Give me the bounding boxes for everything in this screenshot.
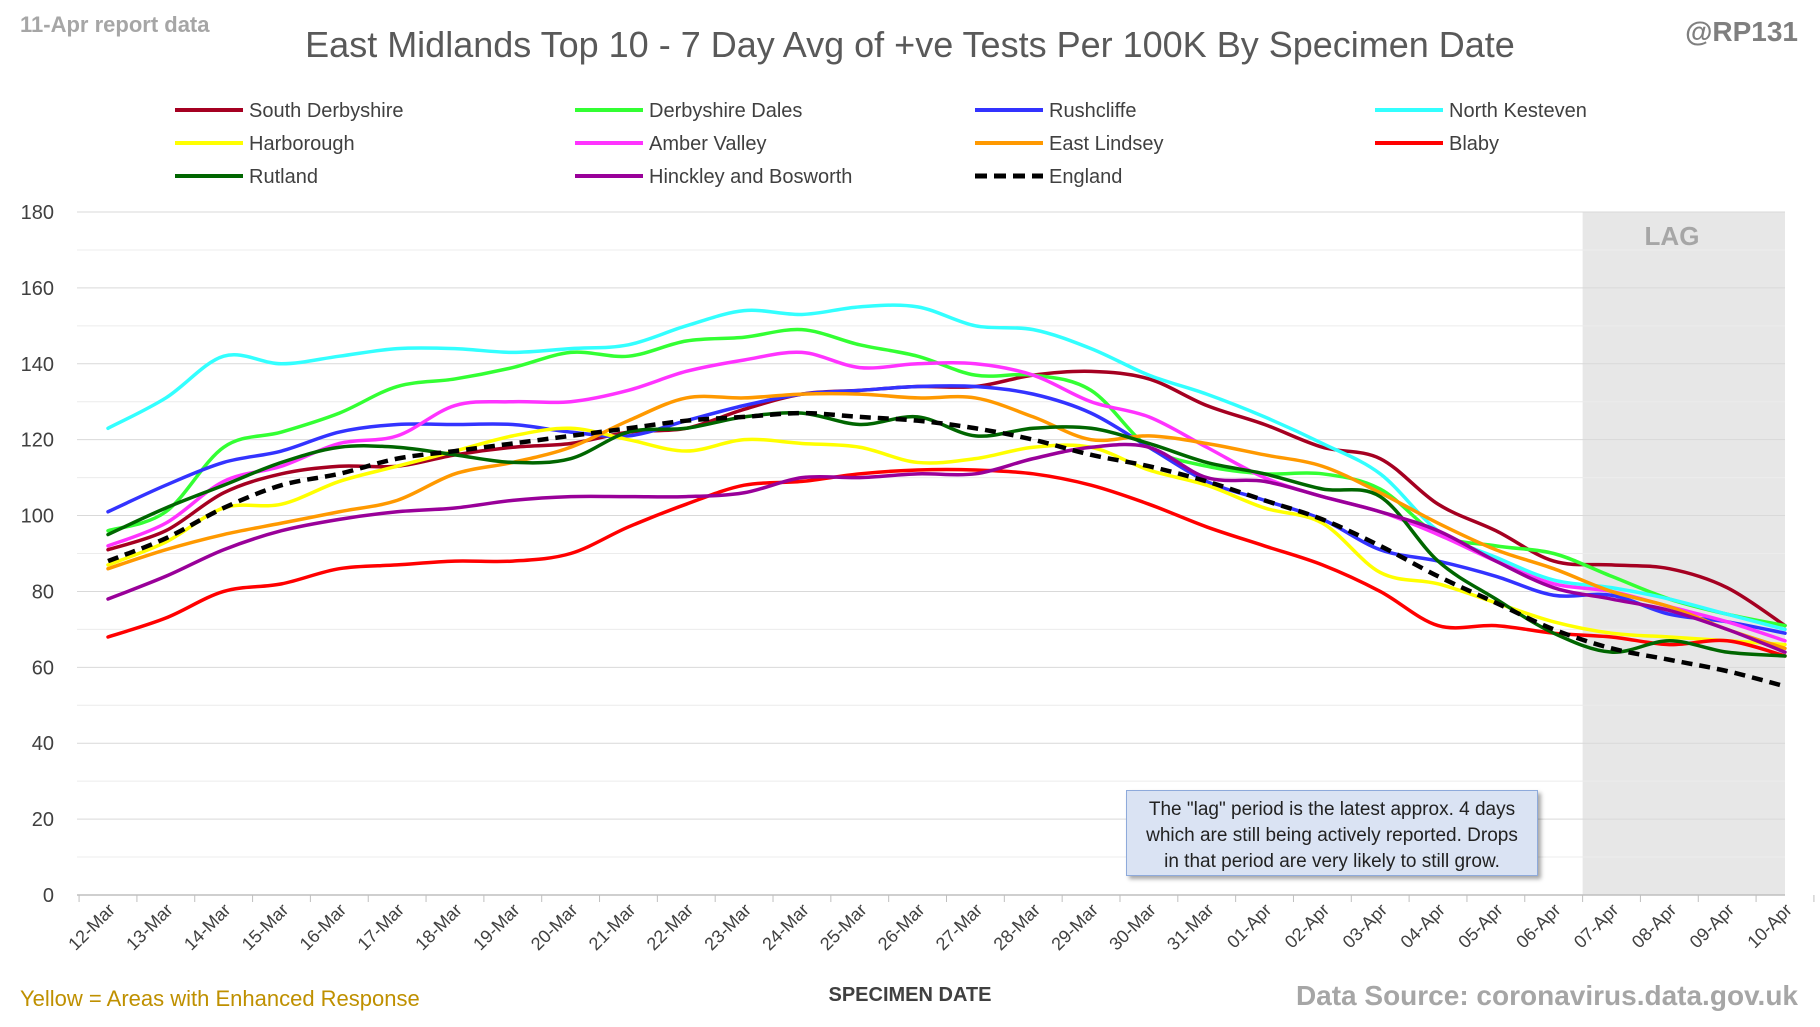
- x-tick-label: 04-Apr: [1397, 900, 1449, 952]
- legend-label-hinckley-and-bosworth: Hinckley and Bosworth: [649, 166, 852, 188]
- enhanced-response-footnote: Yellow = Areas with Enhanced Response: [20, 986, 420, 1011]
- lag-label: LAG: [1645, 221, 1700, 251]
- x-tick-label: 30-Mar: [1105, 900, 1159, 954]
- x-tick-label: 31-Mar: [1163, 900, 1217, 954]
- x-tick-label: 10-Apr: [1743, 900, 1795, 952]
- x-tick-label: 26-Mar: [874, 900, 928, 954]
- x-tick-label: 06-Apr: [1512, 900, 1564, 952]
- x-tick-label: 19-Mar: [469, 900, 523, 954]
- x-tick-label: 18-Mar: [411, 900, 465, 954]
- x-tick-label: 25-Mar: [816, 900, 870, 954]
- x-tick-label: 01-Apr: [1223, 900, 1275, 952]
- x-tick-label: 24-Mar: [758, 900, 812, 954]
- x-tick-label: 02-Apr: [1281, 900, 1333, 952]
- legend-label-south-derbyshire: South Derbyshire: [249, 100, 404, 122]
- legend-label-derbyshire-dales: Derbyshire Dales: [649, 100, 802, 122]
- legend-label-england: England: [1049, 166, 1122, 188]
- y-tick-label: 140: [21, 354, 54, 376]
- x-tick-label: 22-Mar: [643, 900, 697, 954]
- x-tick-label: 14-Mar: [180, 900, 234, 954]
- y-tick-label: 180: [21, 202, 54, 224]
- lag-annotation-box: The "lag" period is the latest approx. 4…: [1126, 790, 1538, 876]
- x-tick-label: 21-Mar: [585, 900, 639, 954]
- x-tick-label: 15-Mar: [238, 900, 292, 954]
- series-line-derbyshire-dales: [106, 327, 1787, 628]
- series-line-east-lindsey: [106, 391, 1787, 651]
- x-tick-label: 13-Mar: [122, 900, 176, 954]
- y-tick-label: 0: [43, 885, 54, 907]
- legend-label-north-kesteven: North Kesteven: [1449, 100, 1587, 122]
- x-tick-label: 08-Apr: [1628, 900, 1680, 952]
- legend-label-amber-valley: Amber Valley: [649, 133, 766, 155]
- series-line-rushcliffe: [106, 384, 1787, 635]
- x-tick-label: 29-Mar: [1047, 900, 1101, 954]
- legend-label-east-lindsey: East Lindsey: [1049, 133, 1164, 155]
- x-tick-label: 28-Mar: [990, 900, 1044, 954]
- x-axis-title: SPECIMEN DATE: [828, 984, 992, 1006]
- x-tick-label: 03-Apr: [1339, 900, 1391, 952]
- y-tick-label: 160: [21, 278, 54, 300]
- y-tick-label: 20: [32, 809, 54, 831]
- series-line-hinckley-and-bosworth: [106, 442, 1787, 654]
- report-date-note: 11-Apr report data: [20, 12, 210, 37]
- series-line-south-derbyshire: [106, 369, 1787, 628]
- legend-label-blaby: Blaby: [1449, 133, 1499, 155]
- series-line-rutland: [106, 411, 1787, 658]
- y-tick-label: 120: [21, 430, 54, 452]
- series-line-harborough: [106, 426, 1787, 647]
- x-tick-label: 16-Mar: [296, 900, 350, 954]
- x-tick-label: 17-Mar: [354, 900, 408, 954]
- x-tick-label: 27-Mar: [932, 900, 986, 954]
- author-handle: @RP131: [1685, 16, 1798, 47]
- data-source-note: Data Source: coronavirus.data.gov.uk: [1295, 980, 1798, 1011]
- x-tick-label: 12-Mar: [64, 900, 118, 954]
- legend-label-harborough: Harborough: [249, 133, 355, 155]
- x-tick-label: 05-Apr: [1454, 900, 1506, 952]
- x-tick-label: 09-Apr: [1686, 900, 1738, 952]
- chart-title: East Midlands Top 10 - 7 Day Avg of +ve …: [305, 24, 1515, 65]
- y-tick-label: 40: [32, 733, 54, 755]
- legend-label-rutland: Rutland: [249, 166, 318, 188]
- x-tick-label: 07-Apr: [1570, 900, 1622, 952]
- series-line-north-kesteven: [106, 303, 1787, 632]
- x-tick-label: 20-Mar: [527, 900, 581, 954]
- y-tick-label: 60: [32, 657, 54, 679]
- series-line-blaby: [106, 467, 1787, 658]
- y-tick-label: 80: [32, 581, 54, 603]
- y-tick-label: 100: [21, 506, 54, 528]
- series-line-england: [107, 410, 1786, 689]
- legend-label-rushcliffe: Rushcliffe: [1049, 100, 1136, 122]
- x-tick-label: 23-Mar: [700, 900, 754, 954]
